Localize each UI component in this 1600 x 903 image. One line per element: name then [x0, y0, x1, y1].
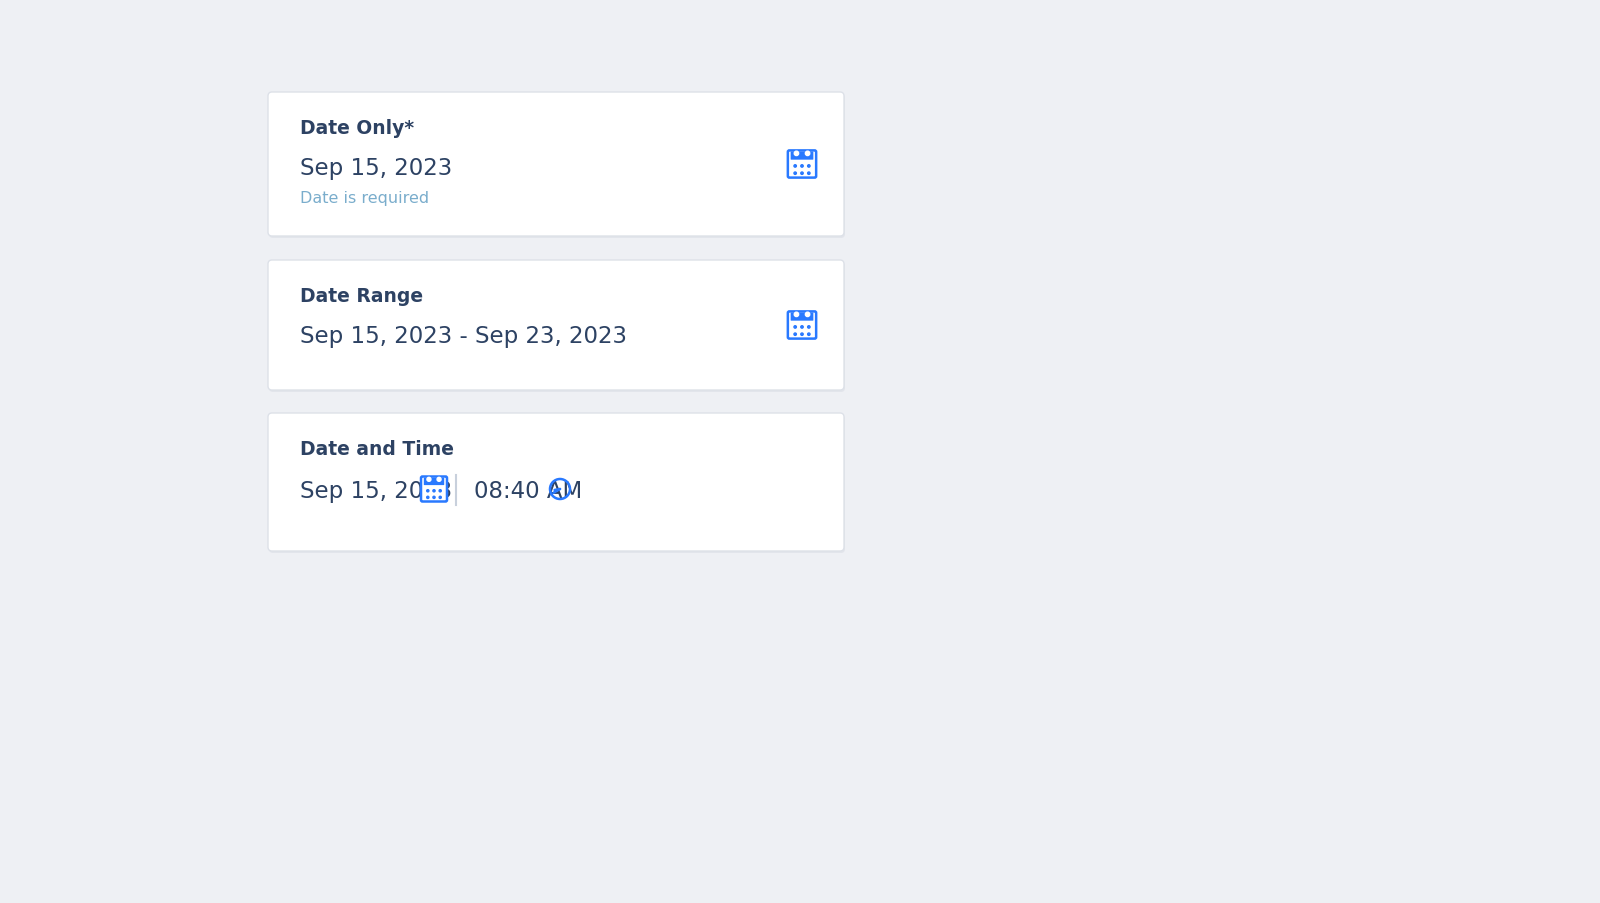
Circle shape — [800, 172, 803, 175]
FancyBboxPatch shape — [790, 153, 813, 161]
Circle shape — [805, 152, 810, 156]
Text: Date and Time: Date and Time — [301, 440, 454, 459]
Text: Date Range: Date Range — [301, 286, 422, 305]
FancyBboxPatch shape — [790, 313, 813, 321]
Circle shape — [434, 497, 435, 498]
Circle shape — [794, 172, 797, 175]
Circle shape — [808, 333, 810, 336]
Circle shape — [794, 333, 797, 336]
Circle shape — [427, 490, 429, 492]
FancyBboxPatch shape — [424, 478, 445, 486]
Text: Date is required: Date is required — [301, 191, 429, 206]
Text: Sep 15, 2023: Sep 15, 2023 — [301, 479, 453, 502]
FancyBboxPatch shape — [421, 477, 446, 502]
Circle shape — [427, 478, 430, 482]
FancyBboxPatch shape — [269, 93, 845, 237]
Circle shape — [808, 172, 810, 175]
Text: Date Only*: Date Only* — [301, 119, 414, 138]
Circle shape — [800, 326, 803, 329]
Circle shape — [427, 497, 429, 498]
Circle shape — [808, 165, 810, 168]
Circle shape — [805, 312, 810, 317]
FancyBboxPatch shape — [787, 312, 816, 340]
Circle shape — [794, 326, 797, 329]
Text: Sep 15, 2023 - Sep 23, 2023: Sep 15, 2023 - Sep 23, 2023 — [301, 325, 627, 348]
FancyBboxPatch shape — [787, 151, 816, 179]
FancyBboxPatch shape — [269, 95, 845, 238]
Text: Sep 15, 2023: Sep 15, 2023 — [301, 157, 453, 180]
Circle shape — [794, 165, 797, 168]
Circle shape — [794, 152, 798, 156]
Circle shape — [794, 312, 798, 317]
Circle shape — [438, 490, 442, 492]
FancyBboxPatch shape — [269, 414, 845, 552]
Circle shape — [800, 165, 803, 168]
Text: 08:40 AM: 08:40 AM — [474, 479, 582, 502]
Circle shape — [800, 333, 803, 336]
Circle shape — [438, 497, 442, 498]
FancyBboxPatch shape — [269, 263, 845, 393]
Circle shape — [437, 478, 442, 482]
Circle shape — [808, 326, 810, 329]
FancyBboxPatch shape — [269, 415, 845, 554]
Circle shape — [434, 490, 435, 492]
FancyBboxPatch shape — [269, 261, 845, 391]
